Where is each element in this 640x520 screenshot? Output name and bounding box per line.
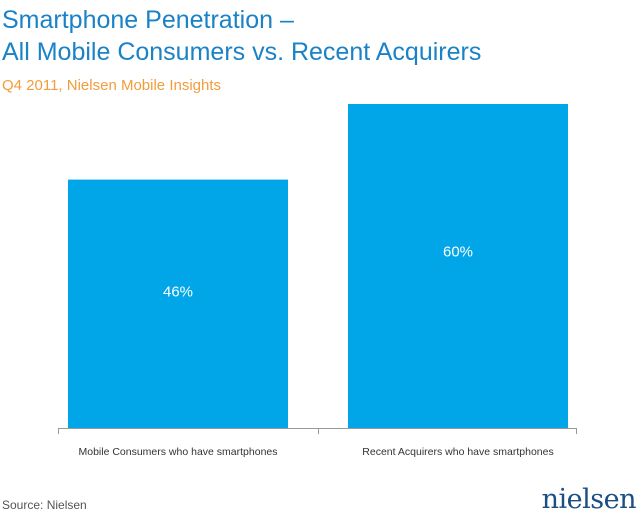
chart-subtitle: Q4 2011, Nielsen Mobile Insights bbox=[2, 77, 222, 94]
category-label-2: Recent Acquirers who have smartphones bbox=[362, 446, 553, 458]
chart-title-line-1: Smartphone Penetration – bbox=[2, 6, 294, 34]
source-note: Source: Nielsen bbox=[2, 498, 87, 512]
chart-title-line-2: All Mobile Consumers vs. Recent Acquirer… bbox=[2, 38, 482, 66]
bar-2 bbox=[348, 104, 568, 428]
bar-value-label-1: 46% bbox=[163, 283, 193, 300]
bar-1 bbox=[68, 179, 288, 428]
category-label-1: Mobile Consumers who have smartphones bbox=[78, 446, 277, 458]
nielsen-logo: nielsen bbox=[541, 484, 637, 515]
bar-chart: 46% Mobile Consumers who have smartphones… bbox=[58, 104, 577, 458]
bar-value-label-2: 60% bbox=[443, 243, 473, 260]
chart-title: Smartphone Penetration – All Mobile Cons… bbox=[2, 4, 481, 68]
